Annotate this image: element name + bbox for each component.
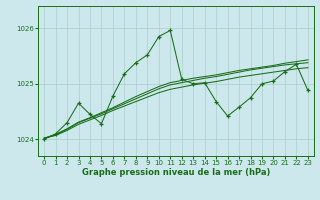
X-axis label: Graphe pression niveau de la mer (hPa): Graphe pression niveau de la mer (hPa) [82,168,270,177]
